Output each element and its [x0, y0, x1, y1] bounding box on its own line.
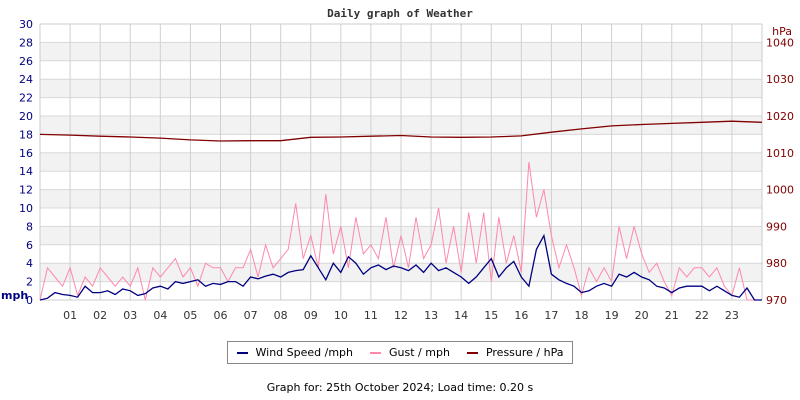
series-line-wind: [39, 233, 762, 301]
right-tick-label: 1000: [766, 184, 794, 197]
left-tick-label: 18: [19, 128, 33, 141]
right-tick-label: 1030: [766, 73, 794, 86]
x-tick-label: 08: [274, 309, 288, 322]
legend-item-wind: Wind Speed /mph: [236, 346, 354, 359]
left-tick-label: 20: [19, 110, 33, 123]
legend-item-pressure: Pressure / hPa: [466, 346, 564, 359]
x-tick-label: 16: [514, 309, 528, 322]
x-tick-label: 21: [665, 309, 679, 322]
right-tick-label: 980: [766, 257, 787, 270]
right-axis-label: hPa: [772, 25, 792, 38]
x-tick-label: 10: [334, 309, 348, 322]
x-tick-label: 18: [575, 309, 589, 322]
left-tick-label: 2: [26, 276, 33, 289]
left-tick-label: 24: [19, 73, 33, 86]
legend-item-gust: Gust / mph: [370, 346, 450, 359]
footer-text: Graph for: 25th October 2024; Load time:…: [266, 381, 534, 394]
series-line-gust: [39, 161, 762, 301]
x-tick-label: 12: [394, 309, 408, 322]
x-tick-label: 03: [123, 309, 137, 322]
right-tick-label: 970: [766, 294, 787, 307]
chart-title: Daily graph of Weather: [327, 7, 473, 20]
x-tick-label: 20: [635, 309, 649, 322]
x-tick-label: 06: [214, 309, 228, 322]
gust-swatch-icon: [370, 351, 382, 354]
x-tick-label: 01: [63, 309, 77, 322]
pressure-swatch-icon: [466, 351, 478, 354]
legend-label: Pressure / hPa: [485, 346, 564, 359]
right-tick-label: 1040: [766, 36, 794, 49]
legend: Wind Speed /mph Gust / mph Pressure / hP…: [227, 341, 573, 364]
left-tick-label: 22: [19, 92, 33, 105]
x-tick-label: 13: [424, 309, 438, 322]
x-tick-label: 23: [725, 309, 739, 322]
left-tick-label: 26: [19, 55, 33, 68]
left-tick-label: 12: [19, 184, 33, 197]
x-tick-label: 15: [484, 309, 498, 322]
left-tick-label: 8: [26, 220, 33, 233]
x-tick-label: 14: [454, 309, 468, 322]
x-tick-label: 04: [153, 309, 167, 322]
left-tick-label: 6: [26, 239, 33, 252]
x-tick-label: 02: [93, 309, 107, 322]
legend-label: Gust / mph: [389, 346, 450, 359]
x-tick-label: 11: [364, 309, 378, 322]
left-tick-label: 10: [19, 202, 33, 215]
x-tick-label: 07: [244, 309, 258, 322]
left-tick-label: 16: [19, 147, 33, 160]
left-tick-label: 0: [26, 294, 33, 307]
x-tick-label: 19: [605, 309, 619, 322]
left-tick-label: 14: [19, 165, 33, 178]
left-tick-label: 4: [26, 257, 33, 270]
left-tick-label: 28: [19, 36, 33, 49]
wind-swatch-icon: [236, 351, 248, 354]
x-tick-label: 05: [183, 309, 197, 322]
x-tick-label: 17: [544, 309, 558, 322]
right-tick-label: 990: [766, 220, 787, 233]
right-tick-label: 1020: [766, 110, 794, 123]
legend-label: Wind Speed /mph: [255, 346, 354, 359]
x-tick-label: 22: [695, 309, 709, 322]
left-tick-label: 30: [19, 18, 33, 31]
series-line-pressure: [39, 120, 763, 142]
x-tick-label: 09: [304, 309, 318, 322]
left-axis-label: mph: [1, 289, 28, 302]
right-tick-label: 1010: [766, 147, 794, 160]
